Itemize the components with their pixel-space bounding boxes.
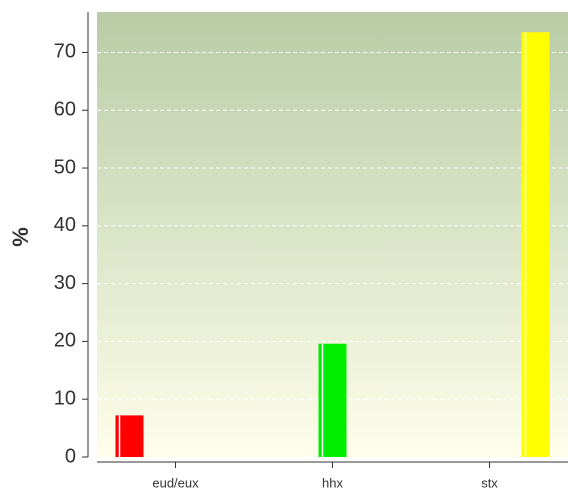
x-tick-label: hhx	[322, 475, 343, 490]
y-tick-label: 40	[54, 214, 76, 236]
y-axis-label: %	[8, 227, 33, 247]
y-tick-label: 10	[54, 387, 76, 409]
y-tick-label: 70	[54, 41, 76, 63]
y-tick-label: 0	[65, 445, 76, 467]
x-tick-label: stx	[481, 475, 498, 490]
y-tick-label: 30	[54, 272, 76, 294]
y-tick-label: 60	[54, 99, 76, 121]
y-tick-label: 50	[54, 156, 76, 178]
y-tick-label: 20	[54, 330, 76, 352]
x-tick-label: eud/eux	[152, 475, 199, 490]
